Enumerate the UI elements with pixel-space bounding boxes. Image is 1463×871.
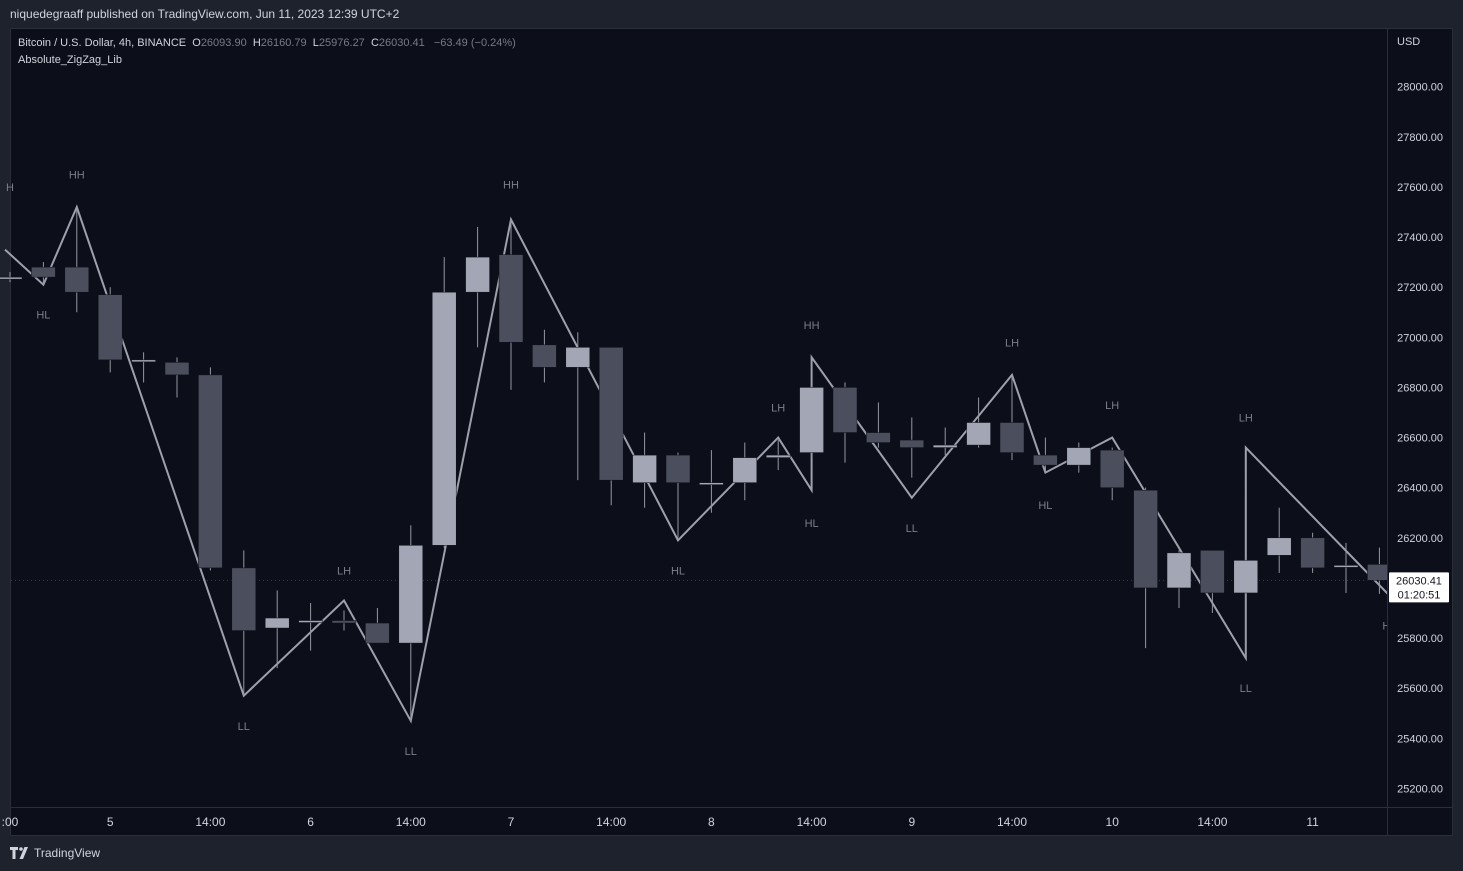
chart-pane[interactable] <box>10 28 1453 836</box>
low-label: L <box>312 37 319 49</box>
chart-legend: Bitcoin / U.S. Dollar, 4h, BINANCE O2609… <box>18 35 516 69</box>
indicator-legend-row[interactable]: Absolute_ZigZag_Lib <box>18 52 516 69</box>
close-label: C <box>370 37 379 49</box>
indicator-title[interactable]: Absolute_ZigZag_Lib <box>18 54 122 66</box>
tradingview-logo-icon <box>10 847 28 859</box>
symbol-title[interactable]: Bitcoin / U.S. Dollar, 4h, BINANCE <box>18 37 187 49</box>
high-value: 26160.79 <box>260 37 307 49</box>
high-label: H <box>252 37 261 49</box>
footer-bar: TradingView <box>0 836 1463 871</box>
brand-name: TradingView <box>34 846 101 860</box>
open-label: O <box>192 37 201 49</box>
price-legend-row: Bitcoin / U.S. Dollar, 4h, BINANCE O2609… <box>18 35 516 52</box>
published-by-line: niquedegraaff published on TradingView.c… <box>0 0 1463 28</box>
open-value: 26093.90 <box>200 37 247 49</box>
low-value: 25976.27 <box>318 37 365 49</box>
change-value: −63.49 (−0.24%) <box>433 37 516 49</box>
close-value: 26030.41 <box>378 37 425 49</box>
tradingview-brand[interactable]: TradingView <box>10 846 100 860</box>
